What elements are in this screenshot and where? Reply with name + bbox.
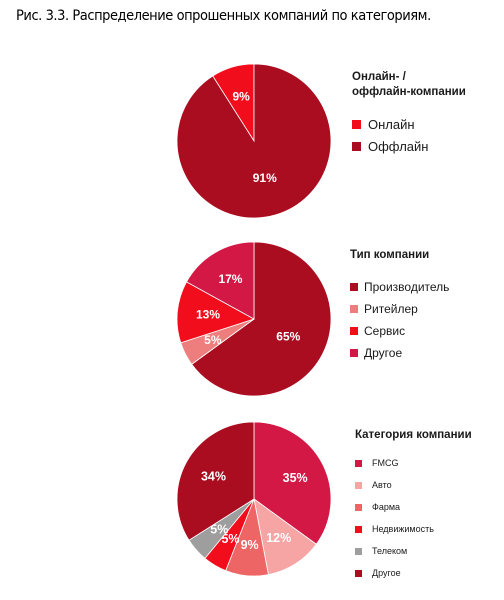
legend-swatch [355, 547, 362, 555]
pie-slice-сервис [176, 281, 256, 344]
legend-label: Другое [364, 346, 403, 360]
pie-slice-fmcg [253, 421, 332, 545]
pie-slice-другое [185, 241, 255, 320]
legend-swatch [355, 481, 362, 489]
slice-value-label: 5% [204, 333, 222, 347]
legend-swatch [355, 503, 362, 511]
legend-item-offline: Оффлайн [352, 135, 466, 157]
legend-item-retailer: Ритейлер [350, 298, 449, 320]
legend-item-fmcg: FMCG [355, 452, 472, 474]
legend-swatch [350, 327, 358, 335]
legend-label: Сервис [364, 324, 406, 338]
slice-value-label: 13% [196, 308, 220, 322]
slice-value-label: 5% [210, 523, 228, 537]
legend-item-manufacturer: Производитель [350, 276, 449, 298]
legend-label: Авто [372, 480, 392, 490]
slice-value-label: 17% [218, 272, 242, 286]
slice-value-label: 9% [241, 538, 259, 552]
slice-value-label: 9% [232, 90, 250, 104]
pie-chart-company-type: 65% 5% 13% 17% [176, 241, 332, 397]
slice-value-label: 12% [266, 531, 291, 545]
legend-company-category: Категория компании FMCG Авто Фарма Недви… [355, 428, 472, 584]
legend-title-line: Категория компании [355, 429, 472, 441]
legend-title: Категория компании [355, 428, 472, 443]
legend-label: FMCG [372, 458, 399, 468]
legend-online-offline: Онлайн- / оффлайн-компании Онлайн Оффлай… [352, 70, 466, 157]
legend-item-service: Сервис [350, 320, 449, 342]
legend-title-line: оффлайн-компании [352, 86, 466, 98]
legend-swatch [355, 569, 362, 577]
legend-label: Фарма [372, 502, 401, 512]
slice-value-label: 65% [276, 329, 300, 343]
legend-label: Телеком [372, 546, 408, 556]
legend-title: Онлайн- / оффлайн-компании [352, 70, 466, 100]
slice-value-label: 91% [253, 171, 277, 185]
legend-title-line: Онлайн- / [352, 71, 406, 83]
pie-slice-оффлайн [176, 63, 332, 219]
legend-company-type: Тип компании Производитель Ритейлер Серв… [350, 248, 449, 364]
legend-item-auto: Авто [355, 474, 472, 496]
legend-label: Онлайн [368, 116, 415, 132]
legend-label: Производитель [364, 280, 450, 294]
slice-value-label: 34% [201, 470, 226, 484]
legend-item-real-estate: Недвижимость [355, 518, 472, 540]
legend-swatch [350, 305, 358, 313]
legend-label: Другое [372, 568, 401, 578]
legend-item-pharma: Фарма [355, 496, 472, 518]
pie-chart-company-category: 35%12%9%5%5%34% [176, 421, 332, 577]
legend-swatch [355, 459, 362, 467]
legend-swatch [350, 283, 358, 291]
legend-item-other: Другое [350, 342, 449, 364]
legend-swatch [355, 525, 362, 533]
legend-label: Оффлайн [368, 138, 429, 154]
legend-swatch [352, 141, 361, 151]
slice-value-label: 35% [283, 471, 308, 485]
figure-caption: Рис. 3.3. Распределение опрошенных компа… [16, 8, 431, 24]
legend-title: Тип компании [350, 248, 449, 263]
legend-swatch [352, 119, 361, 129]
legend-label: Недвижимость [372, 524, 434, 534]
slice-value-label: 5% [221, 532, 239, 546]
legend-item-telecom: Телеком [355, 540, 472, 562]
legend-item-online: Онлайн [352, 113, 466, 135]
pie-slice-производитель [191, 241, 332, 397]
pie-chart-online-offline: 9% 91% [176, 63, 332, 219]
legend-label: Ритейлер [364, 302, 418, 316]
pie-slice-другое [176, 421, 255, 541]
legend-swatch [350, 349, 358, 357]
legend-title-line: Тип компании [350, 249, 430, 261]
legend-item-other: Другое [355, 562, 472, 584]
